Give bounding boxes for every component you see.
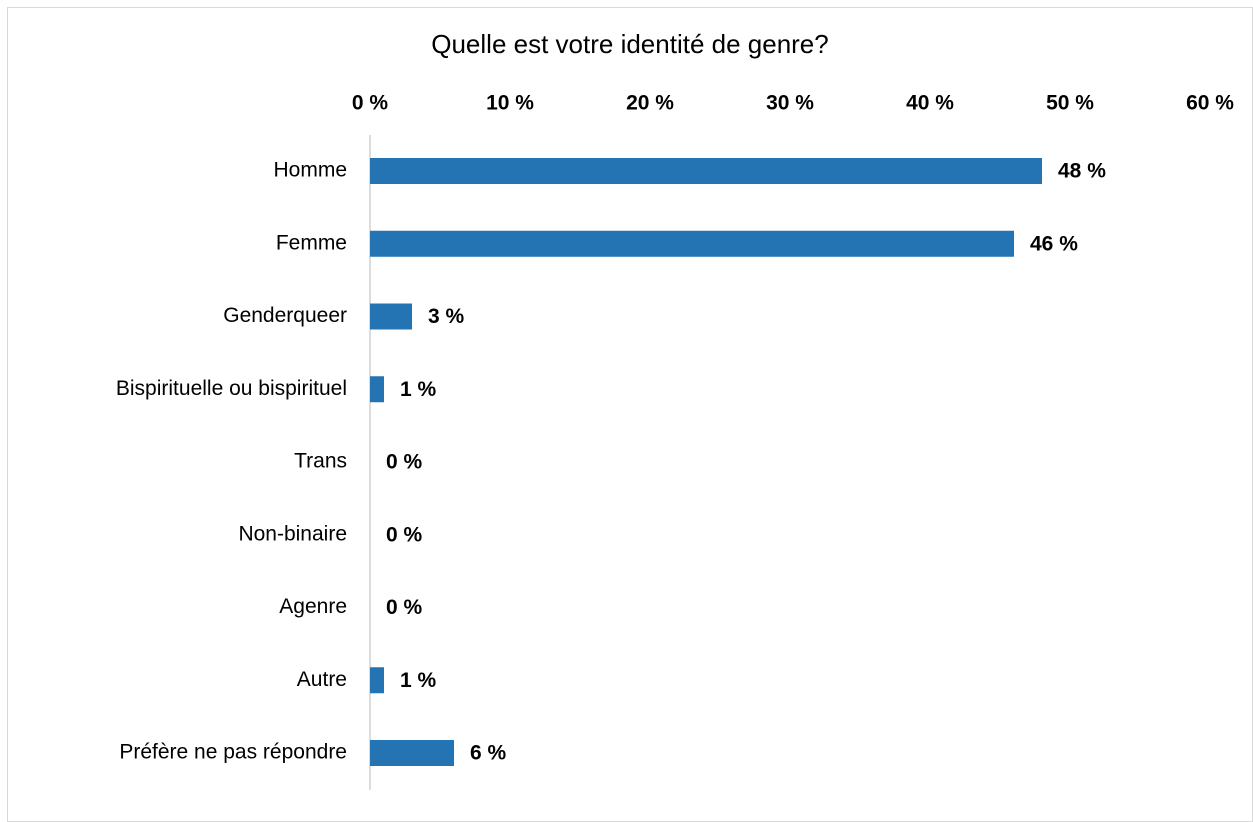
x-tick-label: 20 % <box>626 92 674 115</box>
data-label: 6 % <box>470 742 507 765</box>
data-label: 1 % <box>400 669 437 692</box>
data-label: 0 % <box>386 596 423 619</box>
y-tick-label: Agenre <box>279 595 347 618</box>
chart-border <box>7 7 1253 822</box>
chart-title: Quelle est votre identité de genre? <box>431 29 828 59</box>
bar <box>370 667 384 694</box>
data-label: 48 % <box>1058 160 1106 183</box>
data-label: 46 % <box>1030 232 1078 255</box>
x-tick-label: 60 % <box>1186 92 1234 115</box>
y-tick-label: Genderqueer <box>223 304 347 327</box>
y-tick-label: Préfère ne pas répondre <box>119 741 347 764</box>
y-tick-label: Homme <box>273 159 347 182</box>
data-label: 1 % <box>400 378 437 401</box>
x-tick-label: 50 % <box>1046 92 1094 115</box>
y-tick-label: Non-binaire <box>238 522 347 545</box>
y-tick-label: Trans <box>294 450 347 473</box>
x-tick-label: 10 % <box>486 92 534 115</box>
x-tick-label: 30 % <box>766 92 814 115</box>
y-tick-label: Autre <box>297 668 347 691</box>
x-tick-label: 0 % <box>352 92 389 115</box>
data-label: 3 % <box>428 305 465 328</box>
y-tick-label: Femme <box>276 231 347 254</box>
y-tick-label: Bispirituelle ou bispirituel <box>116 377 347 400</box>
data-label: 0 % <box>386 451 423 474</box>
bar <box>370 303 412 330</box>
x-tick-label: 40 % <box>906 92 954 115</box>
data-label: 0 % <box>386 523 423 546</box>
bar <box>370 376 384 403</box>
bar <box>370 158 1042 184</box>
bar <box>370 740 454 766</box>
bar <box>370 230 1014 257</box>
